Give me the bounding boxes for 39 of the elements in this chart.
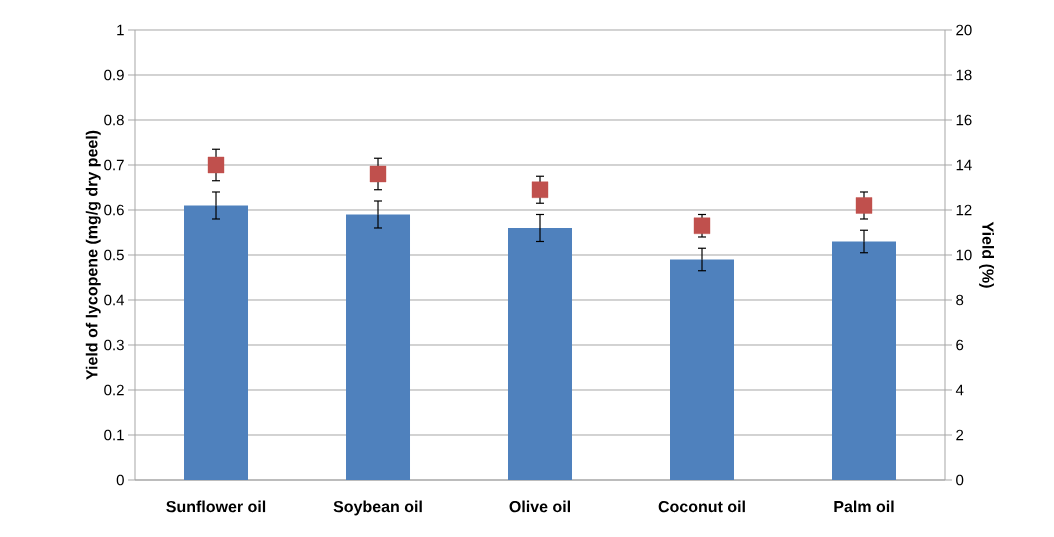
y2-tick-label: 18 [956,69,972,81]
y-tick-label: 0.4 [104,294,125,306]
y2-tick-label: 16 [956,114,972,126]
y2-tick-label: 4 [955,384,964,396]
y2-tick-label: 12 [956,204,972,216]
x-tick-label: Palm oil [834,500,894,513]
point [693,217,711,234]
y2-tick-label: 8 [956,294,964,306]
y-tick-label: 0.9 [104,69,124,81]
x-tick-label: Coconut oil [658,500,745,513]
x-tick-label: Sunflower oil [166,500,266,513]
y2-tick-label: 14 [956,159,972,171]
point [531,181,549,198]
y2-tick-label: 0 [956,474,964,486]
bar [670,259,734,480]
x-tick-label: Soybean oil [333,500,422,516]
y-tick-label: 0.5 [104,249,124,261]
point [207,156,225,174]
y2-tick-label: 2 [956,429,964,441]
bar [346,214,411,480]
y-tick-label: 0 [116,474,124,486]
y2-axis-title: Yield (%) [979,221,994,288]
bar [832,241,896,480]
y-tick-label: 0.7 [104,159,124,171]
y-tick-label: 0.1 [104,429,124,441]
y2-tick-label: 6 [956,339,964,351]
y-tick-label: 0.6 [104,204,124,216]
y-tick-label: 0.8 [104,114,124,126]
y-axis-title: Yield of lycopene (mg/g dry peel) [85,130,101,380]
point [855,197,873,214]
y2-tick-label: 10 [956,249,972,261]
y-tick-label: 1 [117,24,124,36]
y2-tick-label: 20 [956,24,972,36]
point [369,165,387,183]
y-tick-label: 0.2 [104,384,124,396]
y-tick-label: 0.3 [104,339,124,351]
bar [508,227,572,480]
x-tick-label: Olive oil [509,500,570,513]
bar [184,205,249,480]
